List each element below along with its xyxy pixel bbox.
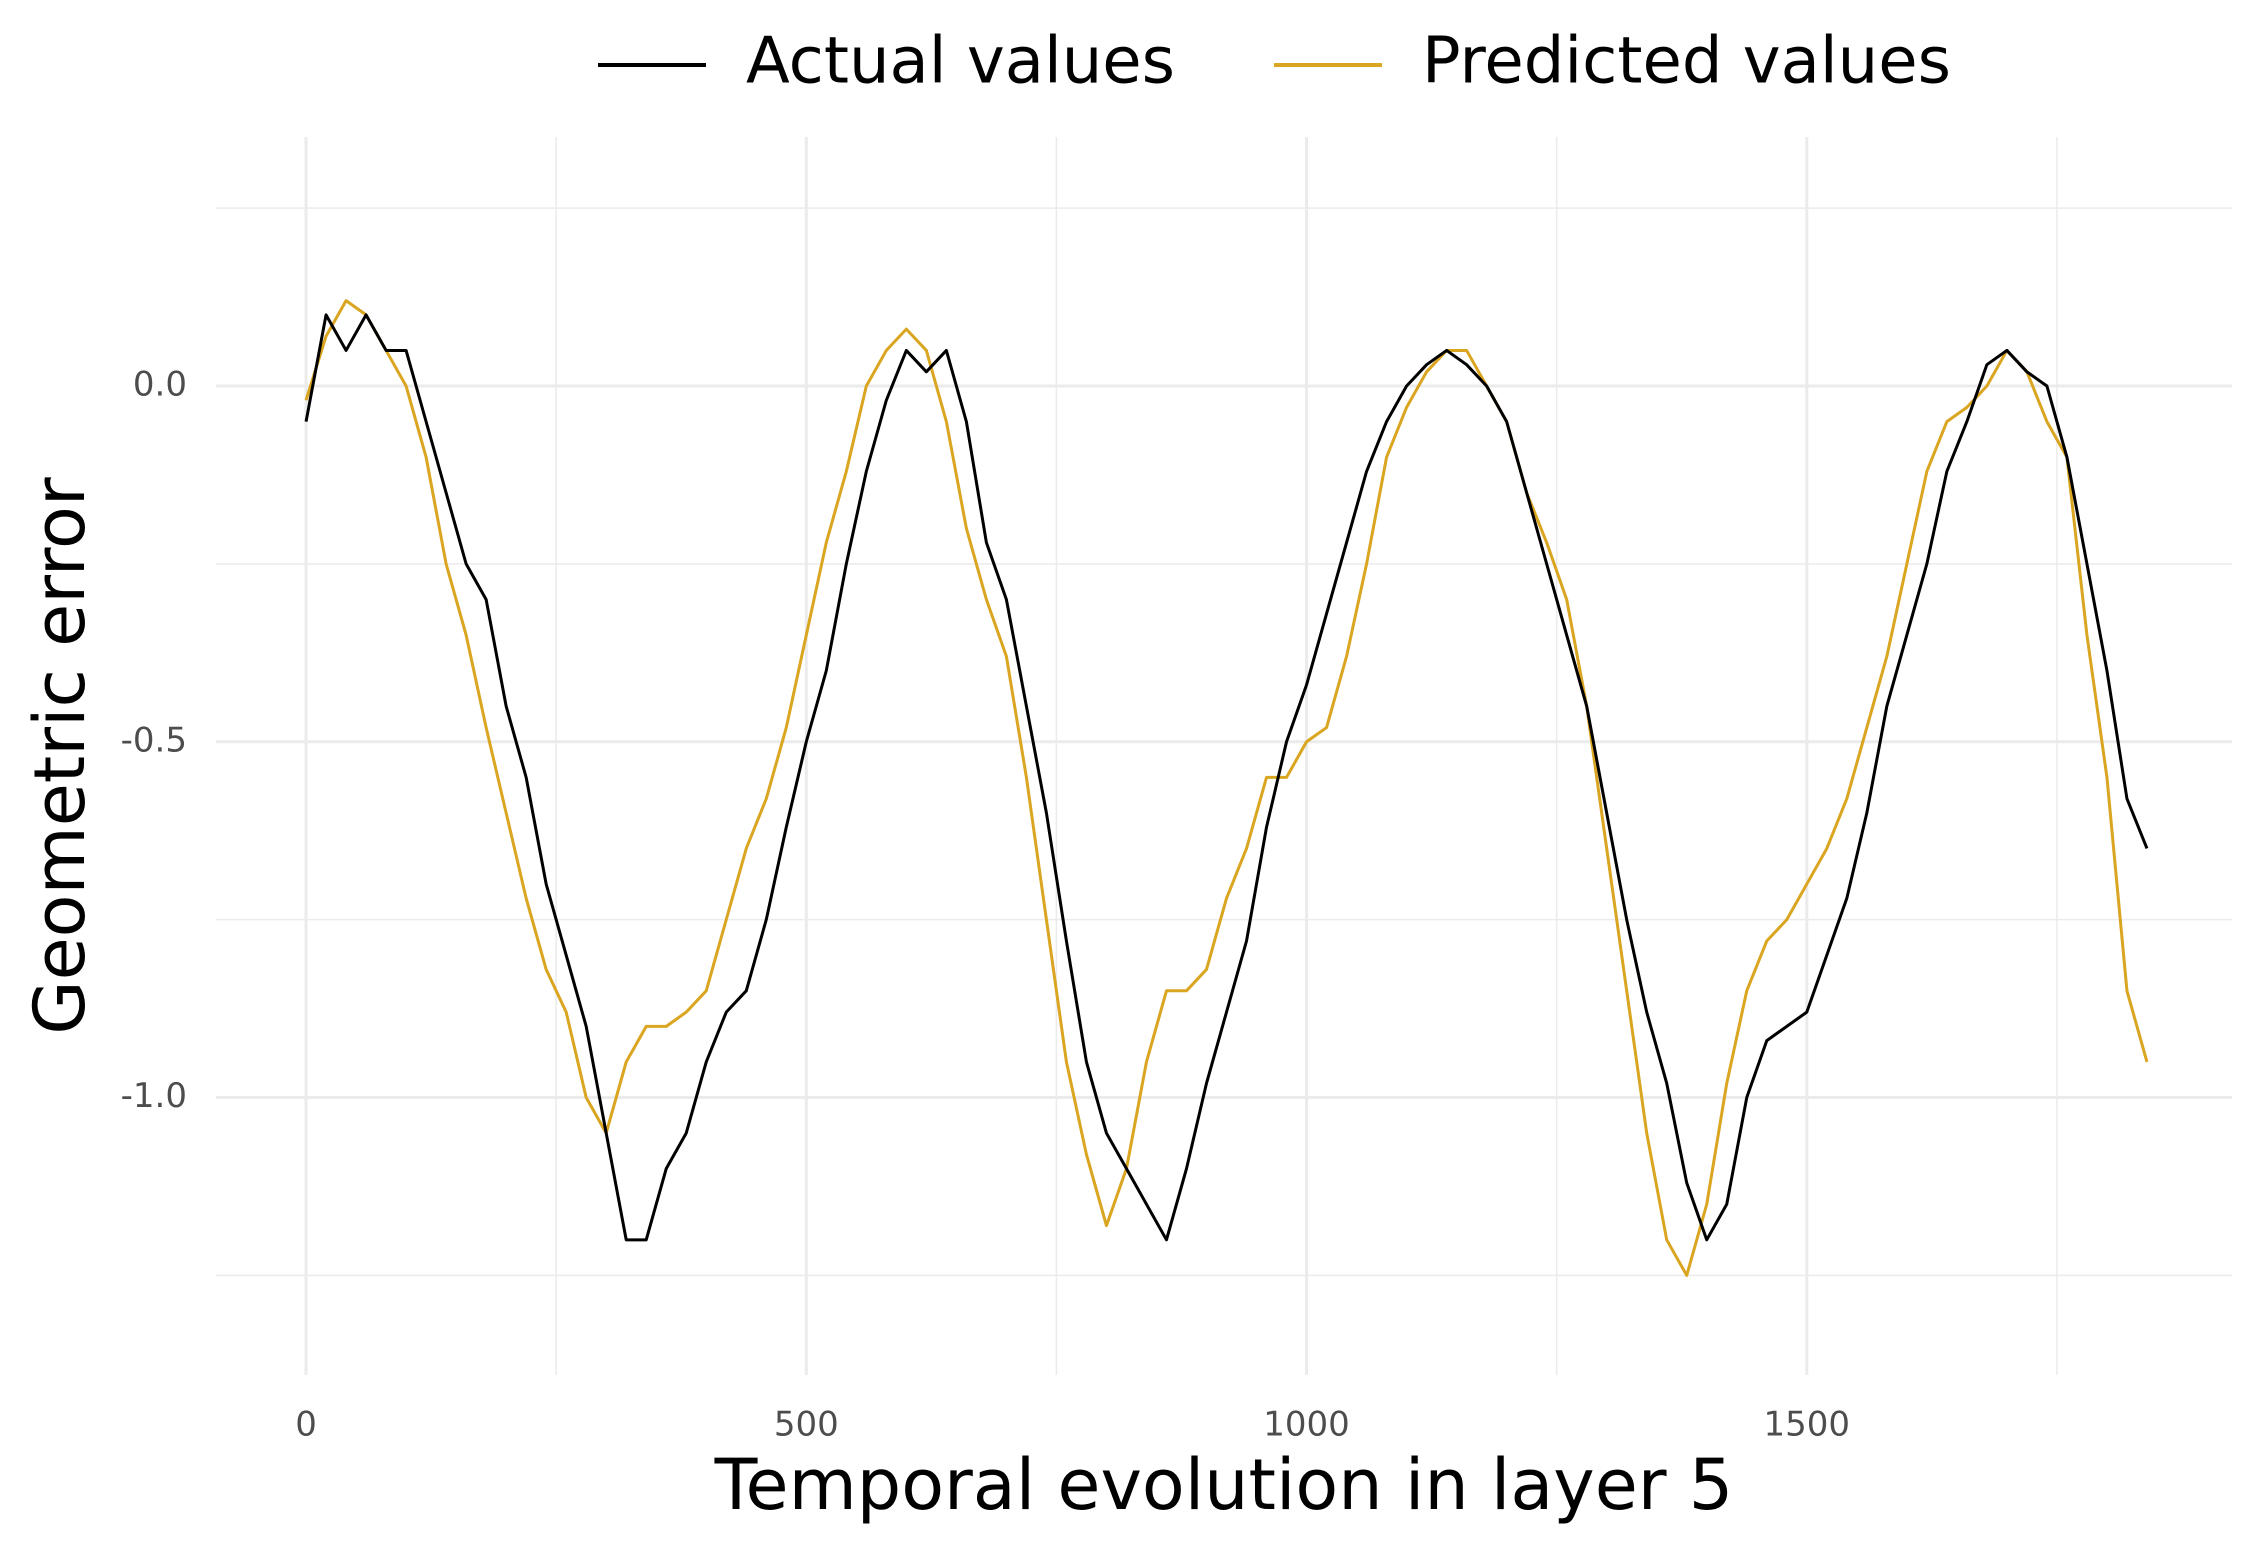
y-tick-label: 0.0	[133, 365, 187, 405]
series-line	[304, 313, 2149, 1242]
x-tick-label: 500	[774, 1405, 839, 1445]
x-tick-label: 1500	[1764, 1405, 1851, 1445]
legend-label: Predicted values	[1422, 25, 1951, 99]
series-line	[304, 299, 2149, 1277]
legend-label: Actual values	[746, 25, 1175, 99]
x-axis-title: Temporal evolution in layer 5	[714, 1444, 1734, 1526]
y-tick-label: -0.5	[121, 720, 187, 760]
y-tick-label: -1.0	[121, 1076, 187, 1116]
x-tick-label: 1000	[1263, 1405, 1350, 1445]
y-axis-title: Geometric error	[19, 477, 101, 1034]
x-tick-label: 0	[295, 1405, 317, 1445]
